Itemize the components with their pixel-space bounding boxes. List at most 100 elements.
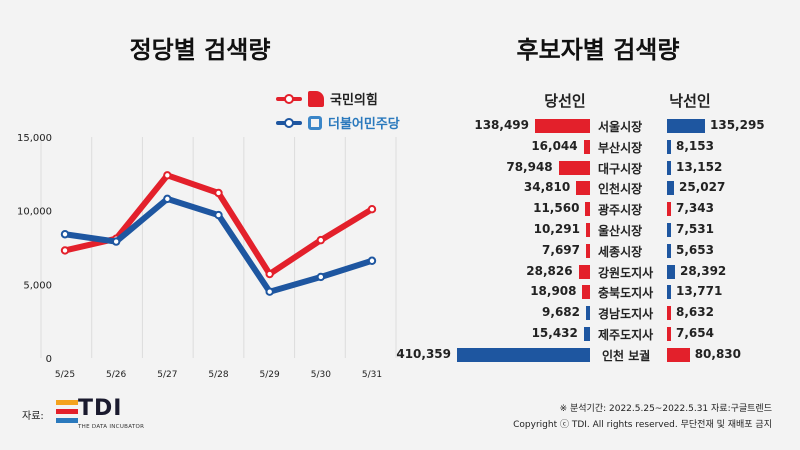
category-label-2: 대구시장 xyxy=(598,161,643,176)
winner-value-11: 410,359 xyxy=(396,346,451,361)
winner-value-0: 138,499 xyxy=(474,118,529,132)
loser-bar-4 xyxy=(667,202,671,217)
y-tick-label-2: 10,000 xyxy=(17,207,52,218)
x-tick-label-1: 5/26 xyxy=(106,370,126,380)
tdi-logo-text: TDI xyxy=(78,396,123,421)
series-1-point-0 xyxy=(60,230,70,239)
loser-bar-2 xyxy=(667,160,671,175)
loser-value-2: 13,152 xyxy=(676,159,723,174)
winner-bar-9 xyxy=(586,306,590,321)
category-label-3: 인천시장 xyxy=(598,182,643,197)
ppp-logo-icon xyxy=(308,90,324,107)
winner-value-2: 78,948 xyxy=(506,159,553,174)
loser-value-11: 80,830 xyxy=(694,346,741,361)
legend-line-ppp xyxy=(276,93,302,104)
winner-bar-3 xyxy=(576,181,590,196)
y-tick-label-3: 15,000 xyxy=(17,133,52,144)
winner-value-6: 7,697 xyxy=(542,242,580,257)
y-tick-label-1: 5,000 xyxy=(23,280,52,291)
series-0-point-3 xyxy=(214,188,223,198)
loser-bar-3 xyxy=(667,181,675,196)
winner-column-header: 당선인 xyxy=(544,92,586,110)
winner-bar-10 xyxy=(583,327,590,341)
loser-value-3: 25,027 xyxy=(679,180,726,195)
winner-value-1: 16,044 xyxy=(531,138,578,153)
legend-item-ppp: 국민의힘 xyxy=(276,89,378,108)
winner-value-3: 34,810 xyxy=(523,180,571,195)
loser-value-9: 8,632 xyxy=(676,305,714,320)
tdi-logo-icon xyxy=(56,400,78,423)
dpk-logo-icon xyxy=(308,115,322,130)
legend-label-ppp: 국민의힘 xyxy=(330,93,378,108)
category-label-4: 광주시장 xyxy=(598,203,643,218)
category-label-6: 세종시장 xyxy=(598,244,643,259)
category-label-1: 부산시장 xyxy=(598,140,643,155)
winner-bar-1 xyxy=(583,139,590,154)
winner-value-7: 28,826 xyxy=(526,263,573,278)
x-tick-label-4: 5/29 xyxy=(260,370,280,380)
legend-item-dpk: 더불어민주당 xyxy=(276,113,400,132)
category-label-11: 인천 보궐 xyxy=(602,348,651,363)
series-1-point-3 xyxy=(214,210,223,220)
tdi-logo-subtitle: THE DATA INCUBATOR xyxy=(78,424,145,430)
winner-bar-0 xyxy=(535,119,590,133)
winner-bar-4 xyxy=(585,202,590,217)
loser-bar-11 xyxy=(667,347,690,362)
analysis-period-note: ※ 분석기간: 2022.5.25~2022.5.31 자료:구글트렌드 xyxy=(559,404,772,414)
category-label-10: 제주도지사 xyxy=(598,328,654,342)
right-chart-title: 후보자별 검색량 xyxy=(516,36,680,64)
tdi-logo: TDI THE DATA INCUBATOR xyxy=(56,396,146,436)
series-1-point-2 xyxy=(163,194,172,204)
winner-value-8: 18,908 xyxy=(530,284,577,299)
series-0-point-5 xyxy=(316,235,326,245)
loser-bar-8 xyxy=(667,285,671,300)
winner-bar-11 xyxy=(457,347,590,362)
winner-value-5: 10,291 xyxy=(533,222,580,236)
source-label: 자료: xyxy=(22,411,44,422)
winner-bar-5 xyxy=(585,223,590,237)
legend-line-dpk xyxy=(276,117,302,128)
x-tick-label-3: 5/28 xyxy=(208,370,228,380)
loser-value-5: 7,531 xyxy=(676,222,714,236)
loser-bar-5 xyxy=(667,223,671,237)
loser-value-8: 13,771 xyxy=(676,284,723,299)
winner-value-9: 9,682 xyxy=(542,305,580,320)
loser-value-7: 28,392 xyxy=(679,263,727,278)
winner-bar-8 xyxy=(582,285,590,300)
series-1-point-5 xyxy=(316,272,326,282)
loser-bar-9 xyxy=(667,306,671,321)
x-tick-label-6: 5/31 xyxy=(362,370,382,380)
category-label-8: 충북도지사 xyxy=(598,286,654,301)
loser-value-6: 5,653 xyxy=(676,242,714,257)
series-0-point-0 xyxy=(60,246,70,255)
loser-value-0: 135,295 xyxy=(710,118,765,132)
loser-bar-1 xyxy=(667,139,671,154)
loser-value-10: 7,654 xyxy=(676,326,714,340)
loser-column-header: 낙선인 xyxy=(669,92,711,110)
left-chart-title: 정당별 검색량 xyxy=(129,36,271,64)
winner-value-10: 15,432 xyxy=(531,326,578,340)
category-label-7: 강원도지사 xyxy=(598,265,654,280)
line-chart: 0 5,000 10,000 15,000 5/25 5/26 5/27 5/28 5/29 5/… xyxy=(17,133,397,380)
winner-bar-2 xyxy=(558,160,590,175)
loser-bar-7 xyxy=(667,264,675,279)
winner-bar-7 xyxy=(578,264,590,279)
series-1-point-6 xyxy=(367,256,377,265)
loser-value-1: 8,153 xyxy=(676,138,714,153)
category-label-9: 경남도지사 xyxy=(598,307,654,322)
category-label-5: 울산시장 xyxy=(598,224,643,238)
copyright-notice: Copyright ⓒ TDI. All rights reserved. 무단… xyxy=(513,420,772,430)
loser-value-4: 7,343 xyxy=(676,201,714,216)
series-1-point-1 xyxy=(111,237,121,246)
x-tick-label-0: 5/25 xyxy=(55,370,75,380)
loser-bar-0 xyxy=(667,119,705,133)
series-0-point-4 xyxy=(265,269,274,279)
legend-label-dpk: 더불어민주당 xyxy=(328,117,400,132)
winner-value-4: 11,560 xyxy=(533,201,580,216)
y-tick-label-0: 0 xyxy=(46,354,52,365)
series-0-point-2 xyxy=(163,171,172,180)
series-0-point-6 xyxy=(367,204,377,214)
x-tick-label-2: 5/27 xyxy=(157,370,177,380)
loser-bar-6 xyxy=(667,243,671,258)
winner-bar-6 xyxy=(586,243,590,258)
